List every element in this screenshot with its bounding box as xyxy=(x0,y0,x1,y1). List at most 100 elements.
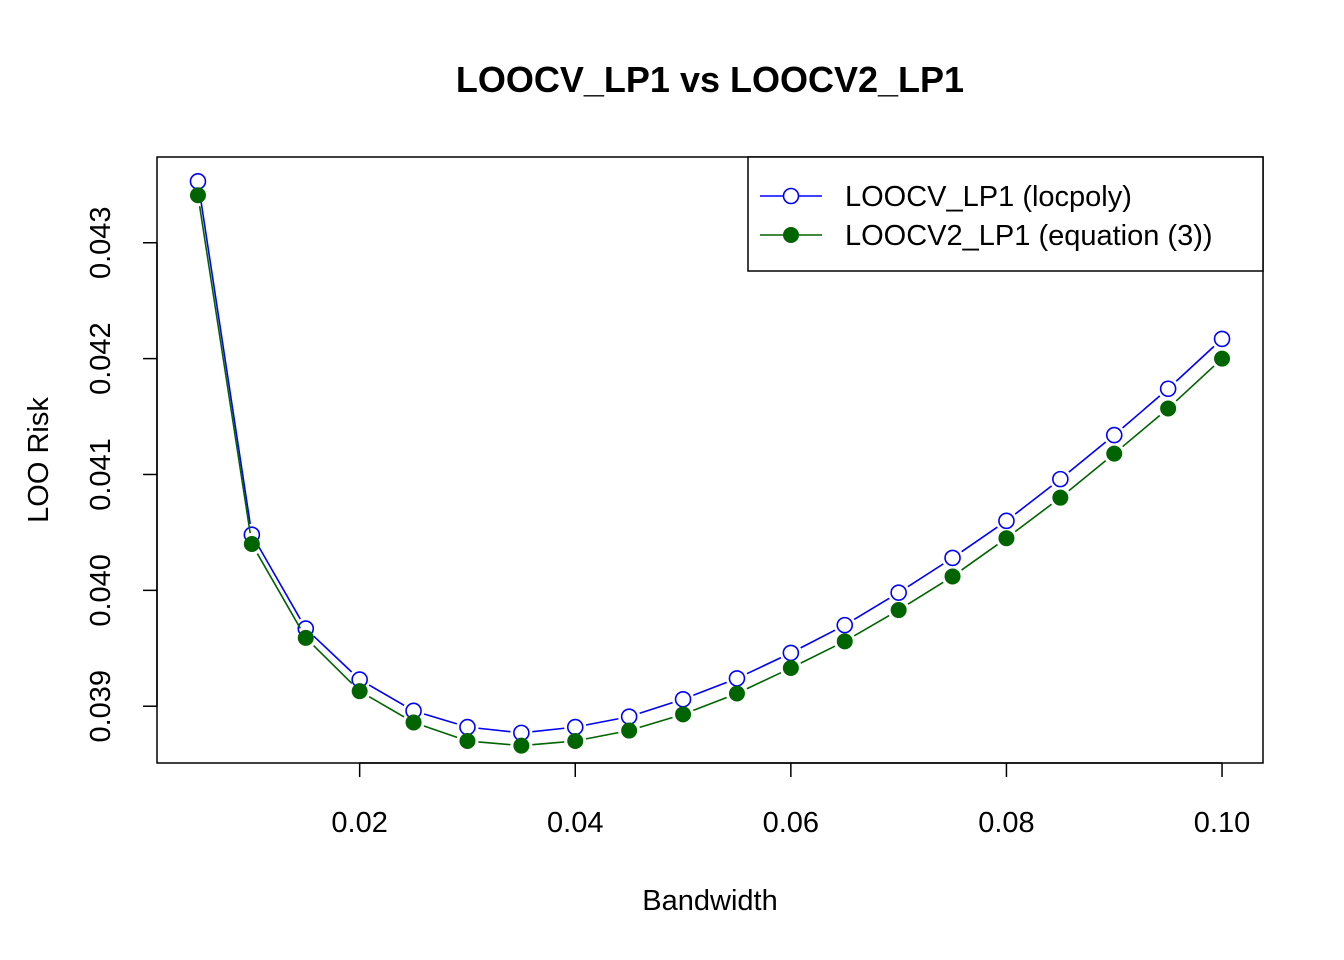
series-1-segment xyxy=(313,635,353,673)
x-axis-label: Bandwidth xyxy=(642,885,777,917)
series-layer xyxy=(189,173,1231,754)
series-2-point xyxy=(405,714,422,731)
legend-label: LOOCV_LP1 (locpoly) xyxy=(845,181,1132,213)
series-2-point xyxy=(675,706,692,723)
y-tick-label: 0.042 xyxy=(85,322,117,395)
x-tick-label: 0.10 xyxy=(1194,807,1250,839)
series-1-segment xyxy=(478,727,511,733)
series-2-segment xyxy=(746,671,782,690)
series-2-point xyxy=(1160,400,1177,417)
series-2-segment xyxy=(585,731,619,740)
series-1 xyxy=(189,173,1231,742)
series-1-segment xyxy=(853,597,890,621)
y-axis: 0.039 0.040 0.041 0.042 0.043 xyxy=(85,206,158,743)
legend-items: LOOCV_LP1 (locpoly) LOOCV2_LP1 (equation … xyxy=(760,181,1213,252)
series-1-point xyxy=(1052,470,1069,488)
series-2-segment xyxy=(423,725,458,739)
series-2-segment xyxy=(800,645,836,664)
series-2-point xyxy=(890,602,907,619)
series-1-segment xyxy=(1175,345,1215,382)
legend-box xyxy=(747,156,1264,272)
series-2-point xyxy=(782,659,799,676)
series-2-point xyxy=(998,530,1015,547)
y-tick-label: 0.043 xyxy=(85,206,117,279)
series-1-segment xyxy=(746,656,782,675)
series-1-point xyxy=(836,616,854,634)
x-tick-label: 0.04 xyxy=(547,807,603,839)
series-1-point xyxy=(1159,380,1177,398)
series-1-segment xyxy=(907,563,944,588)
series-1-point xyxy=(459,718,476,736)
series-1-point xyxy=(674,690,692,708)
series-1-point xyxy=(566,718,584,736)
series-2-segment xyxy=(1014,503,1053,533)
series-1-segment xyxy=(585,717,619,726)
x-tick-label: 0.06 xyxy=(763,807,819,839)
series-1-point xyxy=(890,584,907,601)
series-2-segment xyxy=(907,581,944,605)
series-1-point xyxy=(782,644,800,662)
series-2-segment xyxy=(478,741,511,746)
y-tick-label: 0.041 xyxy=(85,438,117,511)
y-tick-label: 0.040 xyxy=(85,554,117,627)
series-2-point xyxy=(459,732,476,749)
y-tick-label: 0.039 xyxy=(85,670,117,743)
series-1-segment xyxy=(1014,485,1053,515)
series-1-point xyxy=(1105,426,1123,444)
series-2-point xyxy=(621,722,638,739)
series-2-segment xyxy=(198,205,251,534)
y-axis-label: LOO Risk xyxy=(23,397,55,523)
series-2-point xyxy=(567,732,584,749)
series-2-segment xyxy=(853,614,890,637)
series-2-segment xyxy=(639,716,673,729)
legend-marker xyxy=(782,187,800,205)
series-2-point xyxy=(351,683,368,700)
series-2 xyxy=(189,187,1231,754)
series-1-segment xyxy=(639,701,673,715)
series-2-segment xyxy=(693,696,727,712)
x-axis: 0.02 0.04 0.06 0.08 0.10 xyxy=(331,762,1250,839)
series-2-point xyxy=(728,685,745,702)
series-2-segment xyxy=(1122,414,1161,448)
series-2-point xyxy=(1052,489,1069,506)
series-2-segment xyxy=(368,695,405,718)
series-2-point xyxy=(189,187,206,204)
series-1-segment xyxy=(1068,441,1107,473)
series-2-point xyxy=(944,568,961,585)
series-1-segment xyxy=(1122,395,1161,429)
series-2-segment xyxy=(961,543,998,571)
series-1-segment xyxy=(532,727,565,733)
series-1-segment xyxy=(423,713,458,725)
series-2-point xyxy=(1106,445,1123,462)
legend-label: LOOCV2_LP1 (equation (3)) xyxy=(845,220,1213,252)
x-tick-label: 0.02 xyxy=(331,807,387,839)
series-2-segment xyxy=(532,741,565,746)
series-2-point xyxy=(513,737,530,754)
series-2-point xyxy=(297,629,314,646)
series-1-point xyxy=(728,670,746,687)
series-1-segment xyxy=(198,192,251,524)
series-1-segment xyxy=(256,543,301,620)
series-2-segment xyxy=(313,645,353,684)
series-2-segment xyxy=(1068,459,1107,492)
chart-title: LOOCV_LP1 vs LOOCV2_LP1 xyxy=(456,59,964,100)
series-2-point xyxy=(243,536,260,553)
series-1-point xyxy=(998,512,1015,530)
legend-marker xyxy=(783,227,799,243)
series-1-segment xyxy=(693,681,727,697)
series-2-point xyxy=(836,633,853,650)
series-1-point xyxy=(620,708,638,725)
series-1-point xyxy=(1213,330,1231,348)
x-tick-label: 0.08 xyxy=(978,807,1034,839)
series-1-point xyxy=(189,173,207,190)
series-1-segment xyxy=(800,629,836,649)
series-2-segment xyxy=(256,553,301,629)
legend: LOOCV_LP1 (locpoly) LOOCV2_LP1 (equation … xyxy=(747,156,1264,272)
series-1-segment xyxy=(961,526,998,553)
series-2-point xyxy=(1214,350,1231,367)
series-2-segment xyxy=(1175,365,1215,402)
series-1-point xyxy=(944,549,961,567)
series-1-segment xyxy=(368,684,405,707)
